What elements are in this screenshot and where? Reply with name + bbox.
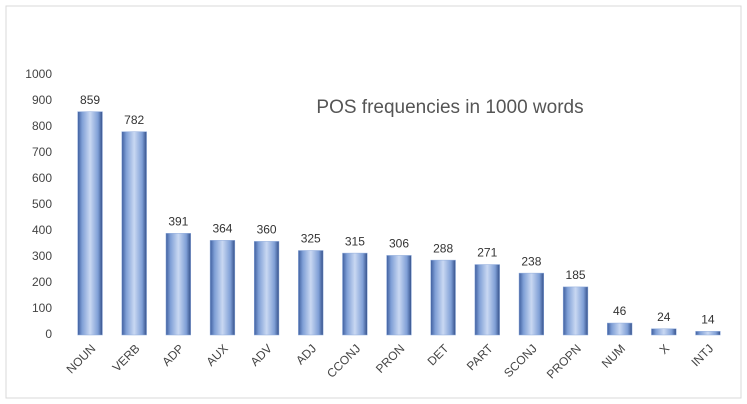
value-label: 325 <box>301 232 321 246</box>
y-tick-label: 900 <box>32 93 52 107</box>
bar <box>386 255 412 336</box>
bar <box>298 250 324 336</box>
value-label: 288 <box>433 241 453 255</box>
bar <box>562 286 589 336</box>
y-tick-label: 600 <box>32 171 52 185</box>
value-label: 306 <box>389 237 409 251</box>
chart-title: POS frequencies in 1000 words <box>316 97 583 118</box>
value-label: 315 <box>345 234 365 248</box>
value-label: 391 <box>168 215 188 229</box>
value-label: 14 <box>701 313 715 327</box>
bar <box>607 322 633 336</box>
y-tick-label: 800 <box>32 119 52 133</box>
bar <box>165 233 191 336</box>
value-label: 859 <box>80 93 100 107</box>
bar <box>430 259 456 336</box>
bar <box>121 131 147 336</box>
y-tick-label: 0 <box>45 327 52 341</box>
bar <box>209 240 236 336</box>
bar <box>474 264 500 336</box>
value-label: 185 <box>566 268 586 282</box>
bar <box>695 331 721 336</box>
bar <box>518 272 545 336</box>
y-tick-label: 100 <box>32 301 52 315</box>
value-label: 782 <box>124 113 144 127</box>
y-tick-label: 300 <box>32 249 52 263</box>
y-tick-label: 500 <box>32 197 52 211</box>
bar <box>253 241 280 336</box>
bar <box>342 252 368 336</box>
value-label: 364 <box>212 222 232 236</box>
y-tick-label: 200 <box>32 275 52 289</box>
y-tick-label: 1000 <box>25 67 52 81</box>
value-label: 238 <box>521 254 541 268</box>
value-label: 360 <box>257 223 277 237</box>
bar <box>651 328 677 336</box>
bar <box>77 111 103 336</box>
y-tick-label: 700 <box>32 145 52 159</box>
chart-border <box>5 5 742 399</box>
value-label: 271 <box>477 246 497 260</box>
value-label: 24 <box>657 310 671 324</box>
y-tick-label: 400 <box>32 223 52 237</box>
value-label: 46 <box>613 304 627 318</box>
